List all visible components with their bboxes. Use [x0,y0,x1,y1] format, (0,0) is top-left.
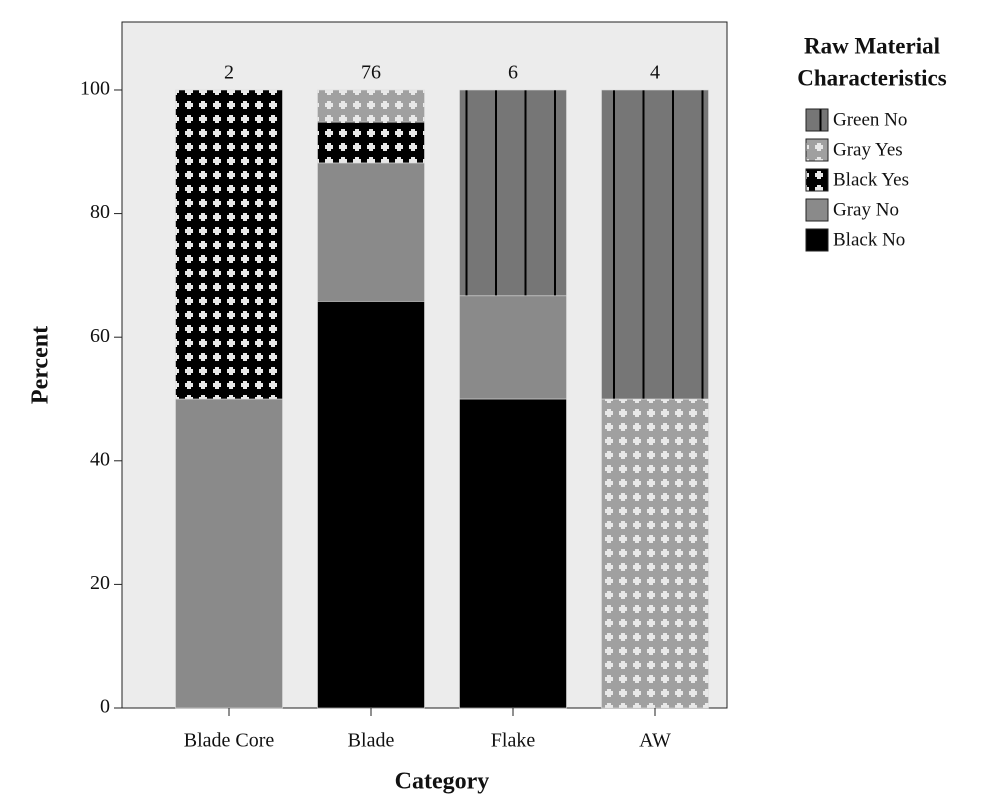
legend-label: Gray Yes [833,139,903,160]
legend-label: Black No [833,229,905,250]
legend-title: Characteristics [797,65,946,90]
bar-segment [601,398,709,709]
y-tick-label: 60 [90,325,110,347]
bar-segment [175,89,283,400]
bar-segment [459,398,567,709]
count-label: 6 [508,62,518,84]
y-tick-label: 80 [90,201,110,223]
y-tick-label: 40 [90,448,110,470]
legend-label: Gray No [833,199,899,220]
legend-swatch [805,108,829,132]
count-label: 76 [361,62,381,84]
bar-segment [317,162,425,302]
legend-swatch [805,168,829,192]
legend-label: Green No [833,109,907,130]
bar-segment [317,121,425,164]
y-tick-label: 20 [90,572,110,594]
count-label: 2 [224,62,234,84]
legend-label: Black Yes [833,169,909,190]
bar-segment [459,89,567,297]
legend-swatch [805,138,829,162]
legend-title: Raw Material [804,33,940,58]
count-label: 4 [650,62,660,84]
y-tick-label: 100 [80,78,110,100]
bar-segment [175,398,283,709]
legend-swatch [805,198,829,222]
x-tick-label: AW [639,730,671,752]
bar-segment [459,295,567,400]
legend-swatch [805,228,829,252]
y-tick-label: 0 [100,696,110,718]
bar-segment [317,301,425,709]
bar-segment [317,89,425,123]
x-tick-label: Blade Core [184,730,275,752]
bar-segment [601,89,709,400]
x-tick-label: Flake [491,730,536,752]
y-axis-label: Percent [28,326,54,404]
x-axis-label: Category [395,769,490,795]
x-tick-label: Blade [348,730,395,752]
